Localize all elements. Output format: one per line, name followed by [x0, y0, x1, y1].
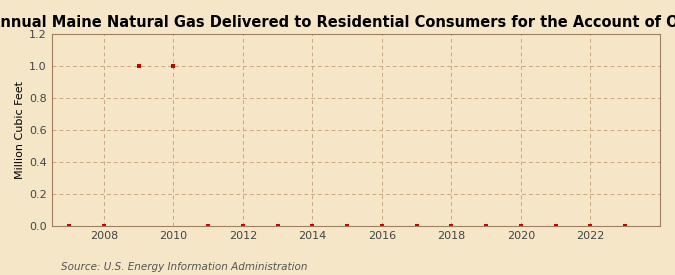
Title: Annual Maine Natural Gas Delivered to Residential Consumers for the Account of O: Annual Maine Natural Gas Delivered to Re… [0, 15, 675, 30]
Y-axis label: Million Cubic Feet: Million Cubic Feet [15, 81, 25, 179]
Text: Source: U.S. Energy Information Administration: Source: U.S. Energy Information Administ… [61, 262, 307, 272]
